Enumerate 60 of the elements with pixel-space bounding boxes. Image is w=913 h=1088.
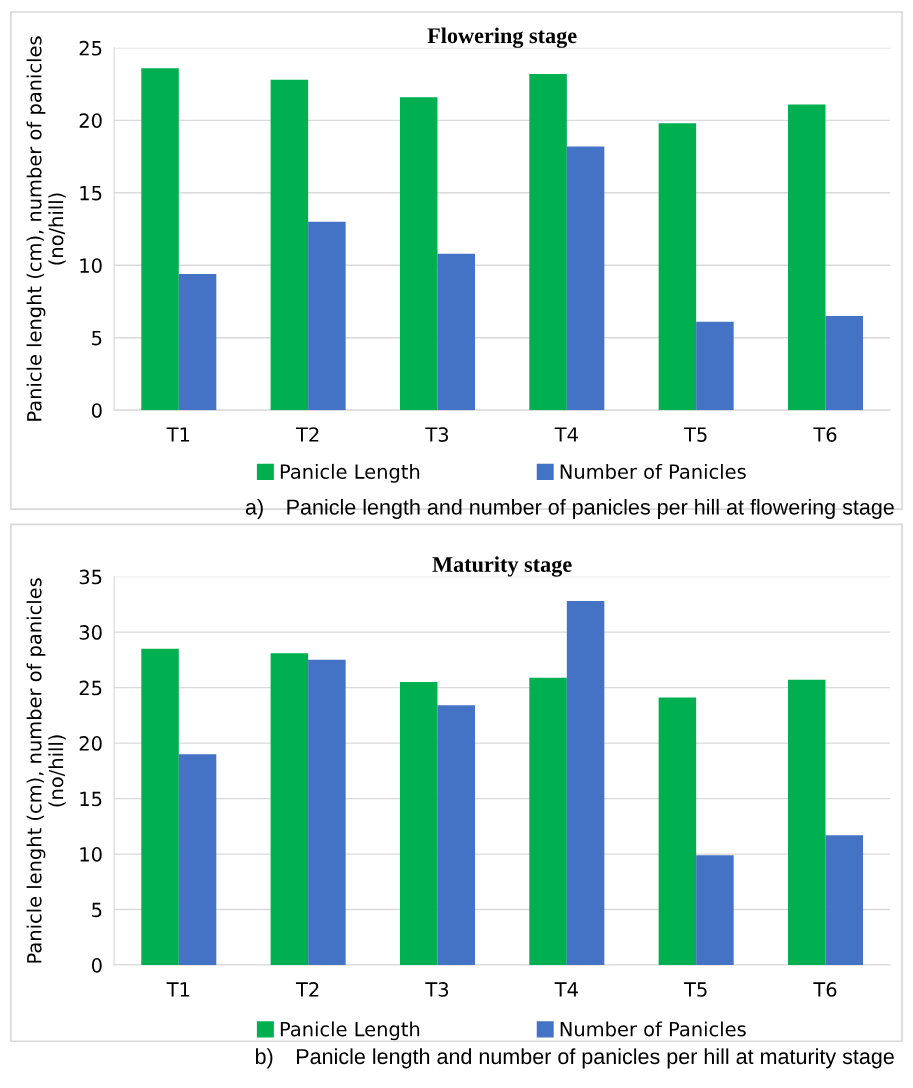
y-tick-label: 30 xyxy=(79,625,102,640)
bar xyxy=(399,682,438,966)
x-tick-label: T2 xyxy=(295,982,319,997)
y-tick-label: 0 xyxy=(91,403,102,418)
x-tick-label: T1 xyxy=(166,982,190,997)
x-tick-label: T5 xyxy=(683,427,707,442)
x-tick-label: T4 xyxy=(554,982,578,997)
bar xyxy=(141,648,179,966)
y-tick-label: 35 xyxy=(79,569,102,585)
bar xyxy=(696,321,734,411)
bar xyxy=(825,315,864,411)
bar xyxy=(788,679,826,966)
bar xyxy=(658,697,697,966)
y-tick-label: 15 xyxy=(80,186,102,201)
y-tick-label: 20 xyxy=(79,736,102,751)
bar xyxy=(437,705,475,966)
x-tick-label: T3 xyxy=(425,982,449,997)
legend-label: Number of Panicles xyxy=(560,1021,746,1037)
x-tick-label: T6 xyxy=(813,982,837,997)
x-tick-label: T1 xyxy=(166,427,190,442)
bar xyxy=(658,123,697,411)
x-tick-label: T2 xyxy=(295,427,319,442)
bar xyxy=(566,146,605,411)
y-tick-label: 5 xyxy=(92,330,102,346)
y-tick-label: 0 xyxy=(91,958,102,973)
legend-label: Number of Panicles xyxy=(560,463,746,479)
y-tick-label: 25 xyxy=(79,40,102,56)
y-axis-title: Panicle lenght (cm), number of panicles (no/hill) xyxy=(26,578,66,963)
bar xyxy=(788,104,826,411)
bar xyxy=(178,754,217,966)
bar xyxy=(178,273,217,411)
bar xyxy=(825,835,864,966)
y-tick-label: 25 xyxy=(79,680,102,696)
bar xyxy=(270,79,309,411)
bar xyxy=(308,221,346,411)
bar xyxy=(529,73,567,411)
x-tick-label: T5 xyxy=(683,982,707,997)
bar xyxy=(270,653,309,966)
legend-label: Panicle Length xyxy=(280,463,420,483)
text: b) Panicle length and number of panicles per hill at maturity stage xyxy=(255,1048,894,1069)
legend-label: Panicle Length xyxy=(280,1021,420,1041)
bar xyxy=(696,855,734,966)
chart-title: Flowering stage xyxy=(427,27,577,48)
bar xyxy=(437,253,475,411)
y-axis-title: Panicle lenght (cm), number of panicles (no/hill) xyxy=(26,36,66,421)
y-tick-label: 20 xyxy=(79,113,102,128)
y-tick-label: 5 xyxy=(92,902,102,918)
x-tick-label: T4 xyxy=(554,427,578,442)
y-tick-label: 10 xyxy=(80,258,102,273)
bar xyxy=(141,68,179,411)
bar xyxy=(529,677,567,966)
chart-title: Maturity stage xyxy=(432,556,572,577)
x-tick-label: T6 xyxy=(813,427,837,442)
bar xyxy=(399,97,438,411)
y-tick-label: 10 xyxy=(80,847,102,862)
text: a) Panicle length and number of panicles per hill at flowering stage xyxy=(245,498,894,519)
x-tick-label: T3 xyxy=(425,427,449,442)
y-tick-label: 15 xyxy=(80,791,102,807)
bar xyxy=(308,659,346,966)
bar xyxy=(566,601,605,966)
